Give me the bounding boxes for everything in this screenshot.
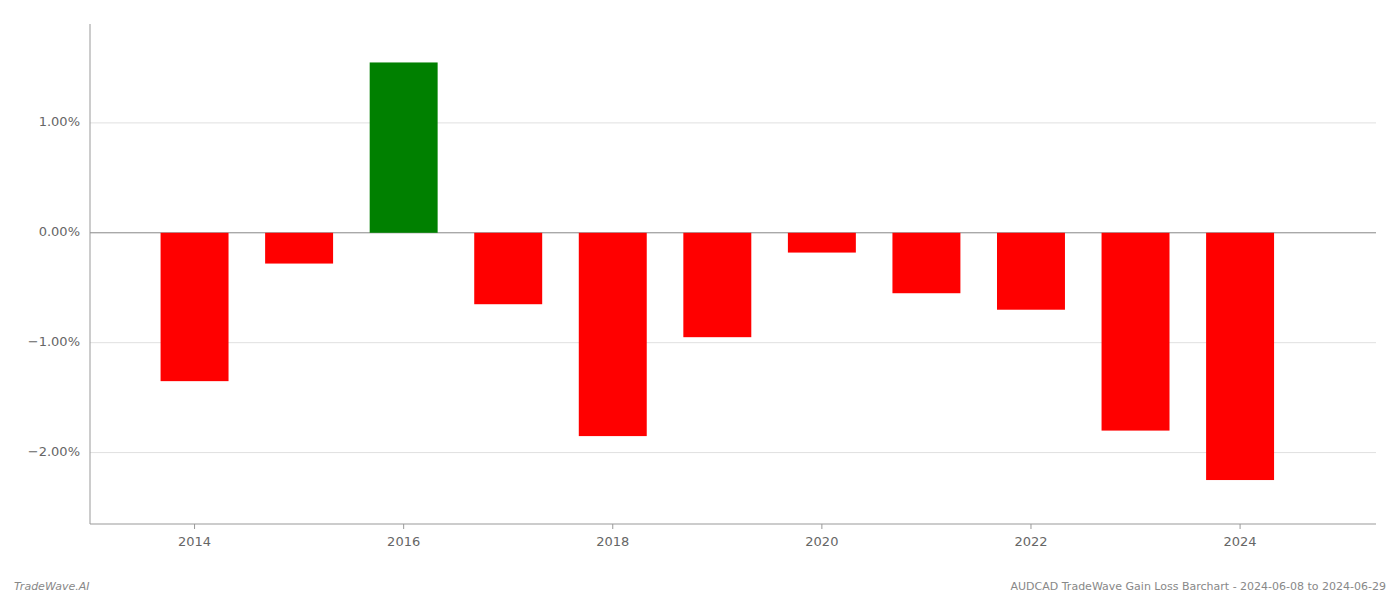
bar: [1102, 233, 1170, 431]
bar: [370, 62, 438, 232]
chart-svg: −2.00%−1.00%0.00%1.00%201420162018202020…: [0, 0, 1400, 600]
axes: [90, 24, 1376, 529]
bar: [161, 233, 229, 381]
x-axis-line: [90, 524, 1376, 525]
y-axis-line: [90, 24, 91, 524]
y-tick-label: −2.00%: [28, 444, 80, 459]
bars: [161, 62, 1274, 480]
grid-line: [90, 452, 1376, 453]
x-tick-label: 2014: [178, 534, 211, 549]
x-tick: [612, 524, 613, 529]
y-tick-label: −1.00%: [28, 334, 80, 349]
y-grid: [90, 123, 1376, 453]
bar: [788, 233, 856, 253]
x-tick: [194, 524, 195, 529]
background: [0, 0, 1400, 600]
bar: [579, 233, 647, 436]
x-tick: [1240, 524, 1241, 529]
x-tick-labels: 2014 2016 2018 2020 2022 2024: [178, 534, 1257, 549]
x-tick: [821, 524, 822, 529]
bar: [265, 233, 333, 264]
grid-line: [90, 342, 1376, 343]
x-tick-label: 2016: [387, 534, 420, 549]
y-tick-label: 0.00%: [39, 224, 80, 239]
x-tick-label: 2020: [805, 534, 838, 549]
bar: [997, 233, 1065, 310]
bar: [474, 233, 542, 304]
x-tick: [1030, 524, 1031, 529]
y-tick-labels: −2.00% −1.00% 0.00% 1.00%: [28, 114, 80, 459]
x-tick-label: 2024: [1224, 534, 1257, 549]
bar: [1206, 233, 1274, 480]
bar: [892, 233, 960, 293]
footer-right: AUDCAD TradeWave Gain Loss Barchart - 20…: [1011, 580, 1386, 593]
footer-left: TradeWave.AI: [14, 580, 89, 593]
x-tick-label: 2022: [1014, 534, 1047, 549]
x-tick: [403, 524, 404, 529]
bar: [683, 233, 751, 337]
chart-container: −2.00%−1.00%0.00%1.00%201420162018202020…: [0, 0, 1400, 600]
y-tick-label: 1.00%: [39, 114, 80, 129]
grid-line: [90, 122, 1376, 123]
x-tick-label: 2018: [596, 534, 629, 549]
